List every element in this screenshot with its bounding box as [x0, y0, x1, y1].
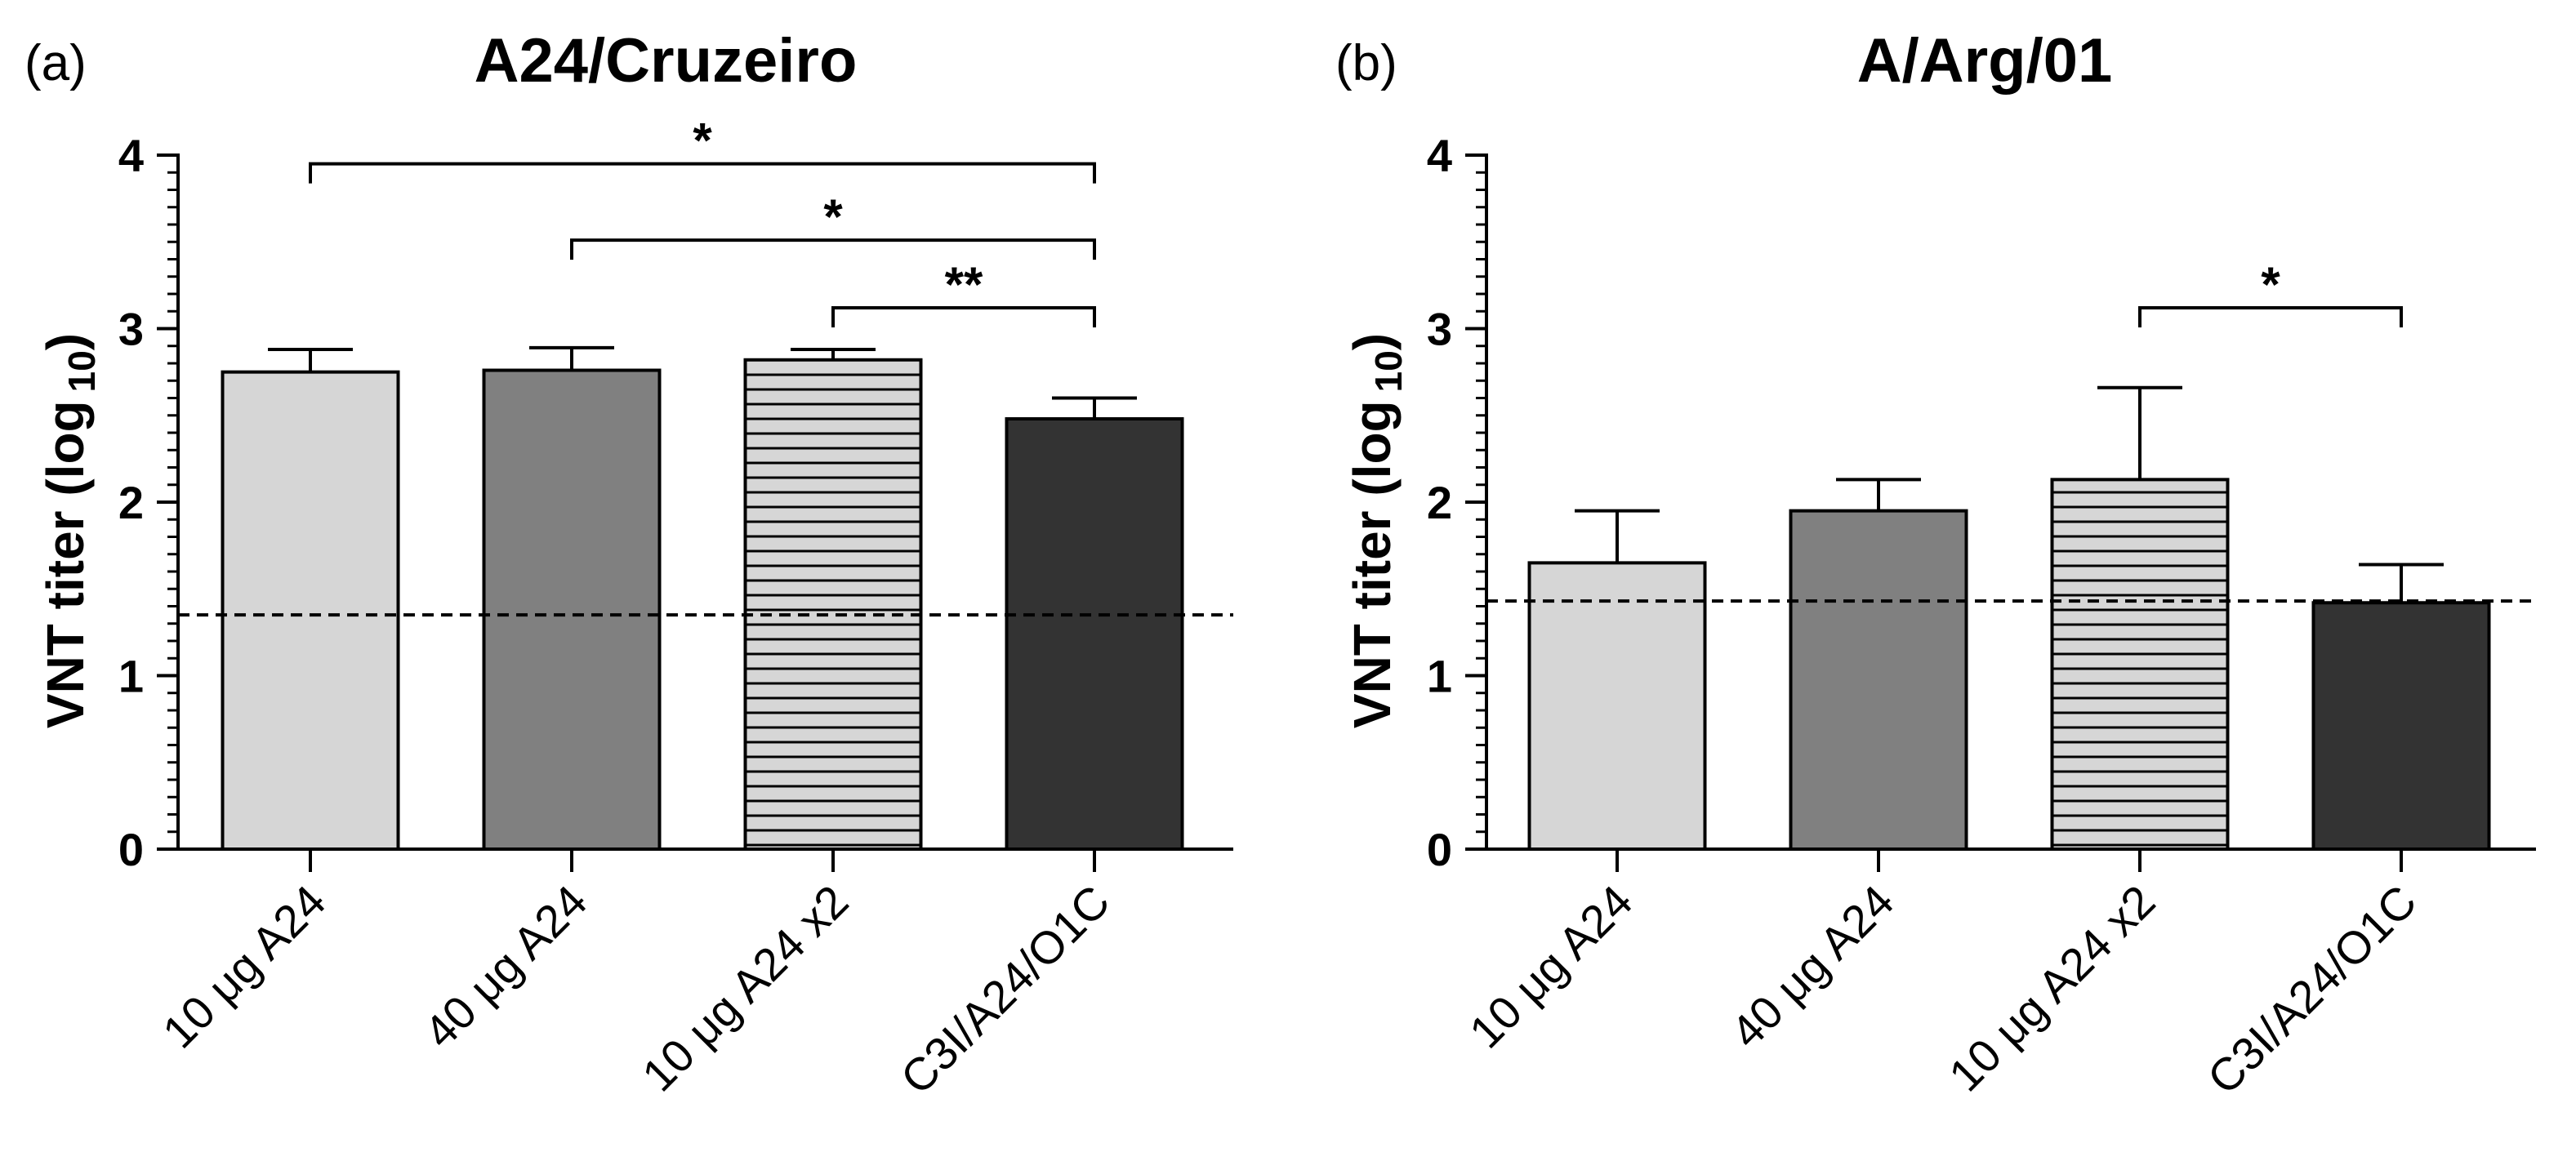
panel-b-y-axis-label-main: VNT titer (log	[1343, 400, 1402, 728]
panel-a-y-tick-label: 4	[118, 130, 144, 181]
panel-a-x-tick-label-1: 10 μg A24	[153, 875, 336, 1058]
panel-a: (a) A24/Cruzeiro VNT titer (log 10) 0 1 2 3 4…	[25, 26, 1233, 1104]
panel-b-y-tick-label: 2	[1427, 477, 1452, 528]
panel-a-significance-bracket-1: *	[309, 113, 1096, 184]
panel-a-y-tick-label: 0	[118, 824, 144, 875]
panel-a-significance-bracket-3: **	[831, 257, 1096, 327]
panel-b-y-axis-label: VNT titer (log 10)	[1343, 333, 1410, 728]
panel-a-y-axis-label: VNT titer (log 10)	[36, 333, 103, 728]
panel-a-y-tick-label: 2	[118, 477, 144, 528]
panel-a-x-tick-label-2: 40 μg A24	[414, 875, 597, 1058]
panel-b: (b) A/Arg/01 VNT titer (log 10) 0 1 2 3 4 10 μ…	[1335, 26, 2536, 1104]
panel-b-significance-label-1: *	[2261, 257, 2280, 312]
panel-b-bar-3	[2050, 478, 2230, 851]
panel-b-significance-bracket-1: *	[2138, 257, 2403, 327]
panel-b-y-axis-label-close: )	[1343, 333, 1402, 350]
panel-b-y-axis-label-subscript: 10	[1367, 350, 1410, 392]
panel-a-bar-3	[743, 358, 923, 851]
panel-a-bar-2	[482, 368, 662, 851]
panel-b-y-tick-label: 0	[1427, 824, 1452, 875]
panel-b-bar-1	[1527, 561, 1707, 851]
panel-a-significance-bracket-2: *	[570, 189, 1096, 260]
panel-a-x-tick-label-3: 10 μg A24 x2	[632, 875, 858, 1101]
panel-a-error-bar-3	[791, 348, 876, 360]
panel-b-y-tick-label: 4	[1427, 130, 1452, 181]
panel-b-error-bar-1	[1575, 509, 1660, 563]
panel-b-y-tick-label: 1	[1427, 651, 1452, 702]
panel-a-y-axis-label-close: )	[36, 333, 95, 350]
panel-b-y-tick-label: 3	[1427, 304, 1452, 355]
panel-a-significance-label-2: *	[823, 189, 843, 244]
panel-b-x-tick-label-1: 10 μg A24	[1460, 875, 1642, 1058]
panel-b-plot-area: 0 1 2 3 4 10 μg A24 40 μg A24 10 μg A24 x2 C3I/A…	[1427, 130, 2536, 1104]
panel-b-error-bar-3	[2097, 385, 2182, 480]
panel-a-y-axis-label-subscript: 10	[60, 350, 103, 392]
panel-b-label: (b)	[1335, 35, 1397, 91]
panel-a-title: A24/Cruzeiro	[475, 26, 858, 96]
panel-a-plot-area: 0 1 2 3 4 10 μg A24 40 μg A24 10 μg A24 x2 C3I/A…	[118, 113, 1233, 1104]
panel-a-significance-label-3: **	[945, 257, 983, 312]
panel-b-x-tick-label-2: 40 μg A24	[1721, 875, 1904, 1058]
panel-a-error-bar-4	[1052, 396, 1137, 419]
panel-a-bar-1	[221, 370, 400, 851]
panel-a-label: (a)	[25, 35, 87, 91]
panel-a-error-bar-1	[268, 348, 353, 372]
panel-b-bar-2	[1789, 509, 1968, 851]
panel-a-y-tick-label: 1	[118, 651, 144, 702]
panel-b-bar-4	[2311, 601, 2491, 851]
panel-a-y-tick-label: 3	[118, 304, 144, 355]
panel-a-error-bar-2	[529, 345, 614, 371]
panel-b-error-bar-4	[2359, 563, 2444, 603]
panel-a-y-axis-label-main: VNT titer (log	[36, 400, 95, 728]
panel-a-x-tick-label-4: C3I/A24/O1C	[890, 875, 1119, 1104]
panel-b-x-tick-label-4: C3I/A24/O1C	[2197, 875, 2426, 1104]
panel-b-x-tick-label-3: 10 μg A24 x2	[1939, 875, 2165, 1101]
panel-b-title: A/Arg/01	[1857, 26, 2113, 96]
panel-a-bar-4	[1005, 417, 1184, 851]
panel-a-significance-label-1: *	[693, 113, 712, 168]
panel-b-error-bar-2	[1836, 478, 1921, 511]
